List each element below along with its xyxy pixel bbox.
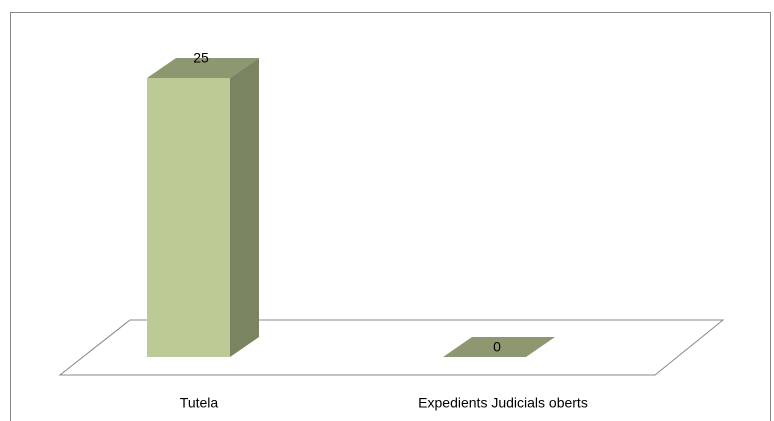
data-label: 25: [193, 50, 209, 66]
x-tick-label: Expedients Judicials oberts: [418, 395, 588, 411]
bar-front: [147, 78, 230, 357]
x-tick-label: Tutela: [180, 395, 219, 411]
bar-top: [443, 337, 555, 357]
bar-side: [230, 58, 259, 357]
data-label: 0: [493, 339, 501, 355]
bar-top: [147, 58, 259, 78]
